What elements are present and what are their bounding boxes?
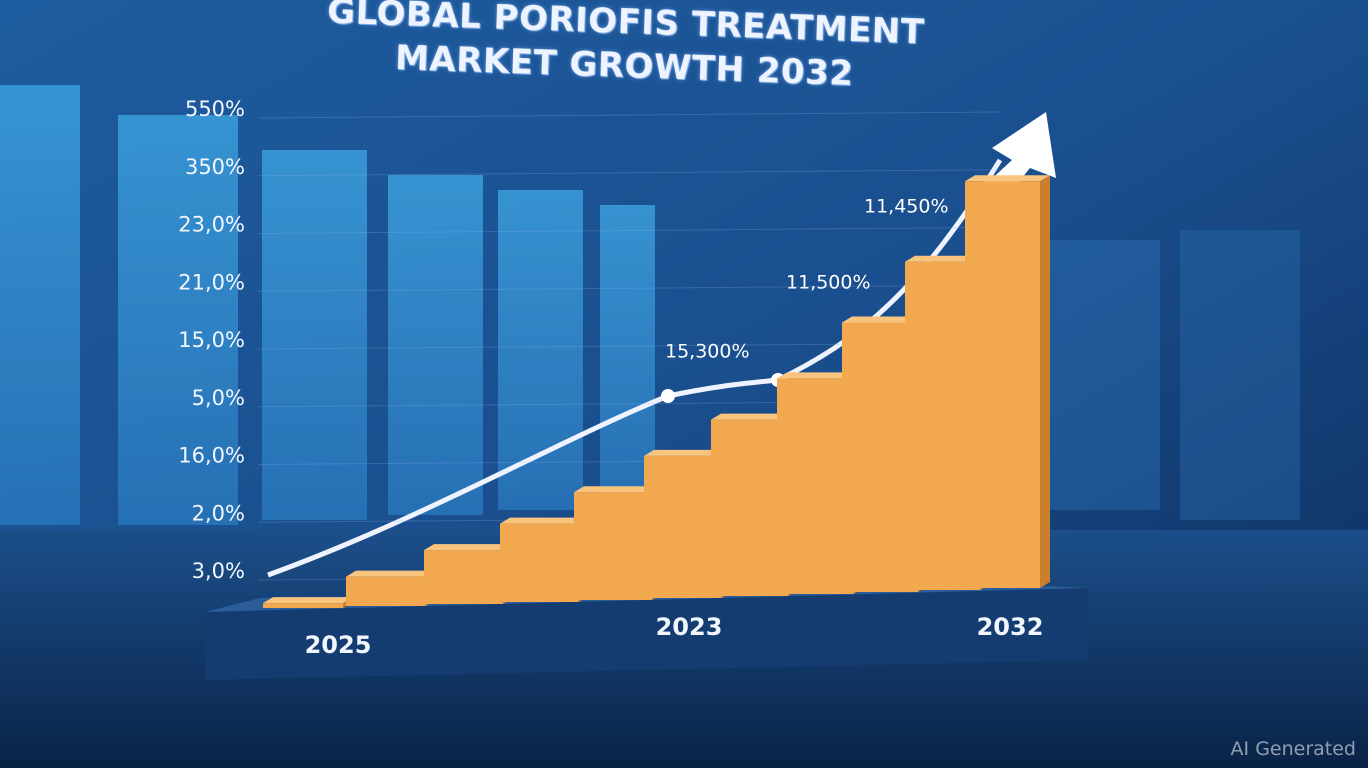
grid-line	[257, 111, 1001, 119]
grid-line	[257, 227, 1001, 234]
y-tick-label: 21,0%	[178, 270, 245, 294]
bar	[777, 378, 854, 594]
bar	[644, 455, 722, 598]
bar-top	[263, 597, 353, 604]
bar-top	[965, 175, 1050, 182]
bar-top	[711, 413, 798, 420]
bar-top	[424, 544, 513, 551]
bar	[574, 492, 652, 600]
bar-top	[777, 372, 864, 379]
bar-top	[644, 449, 732, 456]
y-tick-label: 550%	[185, 97, 245, 121]
annotation: 11,500%	[786, 272, 871, 294]
trend-line	[267, 158, 1003, 578]
y-tick-label: 350%	[185, 155, 245, 179]
bar-top	[574, 486, 662, 493]
bar	[424, 550, 503, 604]
bar	[346, 576, 426, 606]
y-tick-label: 15,0%	[178, 328, 245, 352]
y-tick-label: 16,0%	[178, 444, 245, 468]
bar	[263, 603, 343, 608]
annotation: 11,450%	[864, 196, 949, 218]
platform	[205, 588, 1088, 680]
y-tick-label: 23,0%	[178, 213, 245, 237]
y-tick-label: 2,0%	[192, 501, 245, 525]
trend-point	[661, 389, 675, 403]
annotation: 15,300%	[665, 341, 750, 363]
x-tick-label: 2025	[305, 631, 372, 659]
bar-top	[500, 517, 589, 524]
grid-line	[257, 284, 1001, 292]
watermark: AI Generated	[1230, 738, 1356, 760]
bar-top	[346, 570, 436, 577]
windows	[0, 85, 1300, 525]
bar	[965, 181, 1040, 589]
bar	[500, 523, 579, 602]
y-tick-label: 5,0%	[192, 386, 245, 410]
bar-side	[1040, 175, 1050, 589]
grid-line	[257, 169, 1001, 177]
x-tick-label: 2023	[656, 613, 723, 641]
x-tick-label: 2032	[977, 613, 1044, 641]
bar	[711, 419, 788, 596]
y-tick-label: 3,0%	[192, 559, 245, 583]
